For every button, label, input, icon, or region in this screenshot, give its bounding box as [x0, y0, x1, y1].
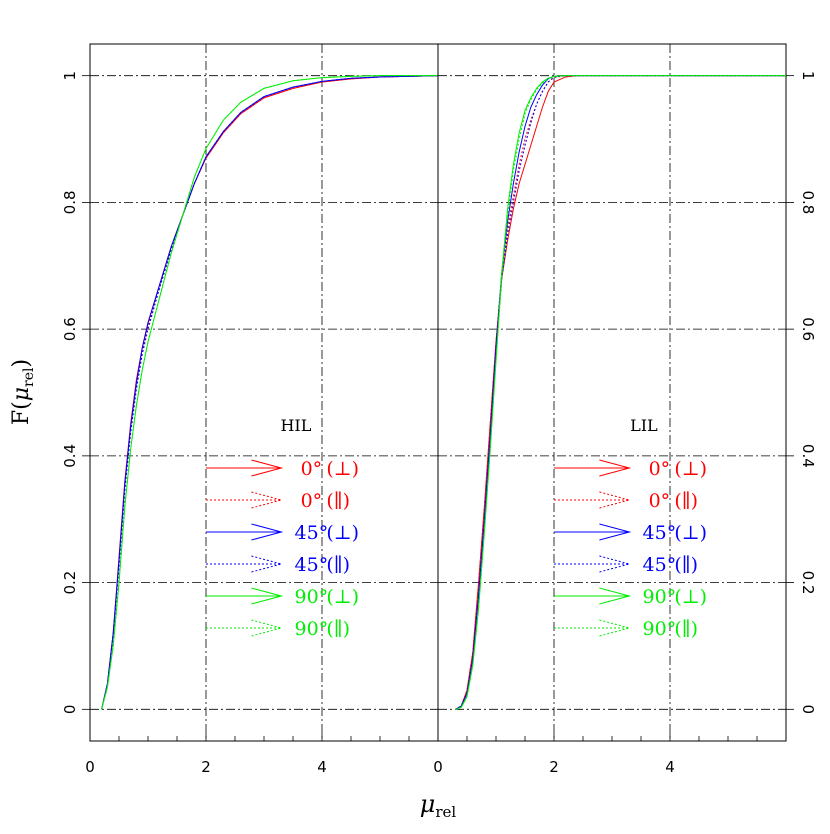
legend-entry: 0° (∥): [206, 490, 350, 512]
legend-angle-label: 90°: [295, 586, 329, 608]
legend-entry: 45°(∥): [554, 554, 698, 576]
panel-frame: [89, 43, 439, 742]
series-line-blue-dotted: [101, 75, 439, 710]
legend-entry: 0° (⊥): [554, 458, 707, 480]
legend-entry: 90°(⊥): [554, 586, 707, 608]
x-axis-title-mu: μ: [420, 790, 436, 818]
legend-polarization-label: (⊥): [326, 586, 359, 608]
y-tick-label-right: 1: [799, 71, 817, 81]
y-axis-title-sub: rel: [21, 367, 37, 387]
y-tick-label-left: 0.8: [61, 190, 79, 214]
x-tick-label: 2: [201, 758, 211, 776]
x-axis-title: μrel: [420, 790, 457, 821]
legend-entry: 90°(∥): [554, 618, 698, 640]
legend-polarization-label: (∥): [326, 490, 350, 512]
legend-arrow-head: [251, 459, 284, 477]
y-tick-label-left: 0.4: [61, 444, 79, 468]
legend-entry: 0° (⊥): [206, 458, 359, 480]
legend-angle-label: 45°: [643, 554, 677, 576]
legend-polarization-label: (⊥): [674, 522, 707, 544]
series-line-green-solid: [101, 75, 438, 710]
panel-title: LIL: [630, 416, 658, 435]
legend-angle-label: 90°: [643, 586, 677, 608]
y-axis-title-f: F(: [9, 401, 34, 425]
y-axis-title: F(μrel): [9, 359, 37, 425]
y-tick-label-left: 1: [61, 71, 79, 81]
y-tick-label-right: 0.4: [799, 444, 817, 468]
series-line-blue-solid: [101, 75, 439, 710]
y-tick-label-left: 0.6: [61, 317, 79, 341]
legend-polarization-label: (⊥): [674, 458, 707, 480]
legend-angle-label: 45°: [643, 522, 677, 544]
legend-arrow-head: [251, 523, 284, 541]
legend-arrow-head: [251, 587, 284, 605]
y-axis-title-close: ): [9, 359, 34, 368]
x-tick-label: 2: [549, 758, 559, 776]
legend-angle-label: 90°: [643, 618, 677, 640]
y-tick-label-left: 0: [61, 705, 79, 715]
y-tick-label-right: 0.6: [799, 317, 817, 341]
legend-entry: 45°(⊥): [554, 522, 707, 544]
legend-angle-label: 90°: [295, 618, 329, 640]
series-line-red-dotted: [101, 75, 439, 710]
legend-arrow-head: [599, 587, 632, 605]
series-line-red-solid: [101, 75, 439, 710]
series-line-green-solid: [455, 75, 786, 710]
legend-polarization-label: (∥): [674, 490, 698, 512]
legend-angle-label: 0°: [649, 490, 671, 512]
x-tick-label: 4: [665, 758, 675, 776]
y-axis-title-mu: μ: [9, 387, 34, 401]
legend-polarization-label: (⊥): [326, 522, 359, 544]
x-tick-label: 0: [85, 758, 95, 776]
x-tick-label: 0: [433, 758, 443, 776]
legend-polarization-label: (⊥): [674, 586, 707, 608]
legend-polarization-label: (∥): [674, 554, 698, 576]
legend-angle-label: 0°: [649, 458, 671, 480]
panel-frame: [437, 43, 787, 742]
panel-title: HIL: [280, 416, 311, 435]
legend-entry: 45°(⊥): [206, 522, 359, 544]
legend-polarization-label: (∥): [326, 618, 350, 640]
legend-entry: 0° (∥): [554, 490, 698, 512]
legend-angle-label: 45°: [295, 554, 329, 576]
legend-angle-label: 45°: [295, 522, 329, 544]
y-tick-label-left: 0.2: [61, 571, 79, 595]
y-tick-label-right: 0.8: [799, 190, 817, 214]
legend-polarization-label: (∥): [674, 618, 698, 640]
legend-entry: 90°(⊥): [206, 586, 359, 608]
series-line-red-solid: [455, 75, 786, 710]
series-line-blue-solid: [455, 75, 786, 710]
legend-polarization-label: (∥): [326, 554, 350, 576]
series-line-red-dotted: [455, 75, 786, 710]
series-line-green-dotted: [101, 75, 438, 710]
legend-arrow-head: [599, 523, 632, 541]
x-tick-label: 4: [317, 758, 327, 776]
legend-polarization-label: (⊥): [326, 458, 359, 480]
legend-angle-label: 0°: [301, 458, 323, 480]
series-line-green-dotted: [455, 75, 786, 710]
legend-angle-label: 0°: [301, 490, 323, 512]
y-tick-label-right: 0: [799, 705, 817, 715]
series-line-blue-dotted: [455, 75, 786, 710]
legend-entry: 90°(∥): [206, 618, 350, 640]
legend-entry: 45°(∥): [206, 554, 350, 576]
x-axis-title-sub: rel: [435, 803, 456, 821]
legend-arrow-head: [599, 459, 632, 477]
y-tick-label-right: 0.2: [799, 571, 817, 595]
